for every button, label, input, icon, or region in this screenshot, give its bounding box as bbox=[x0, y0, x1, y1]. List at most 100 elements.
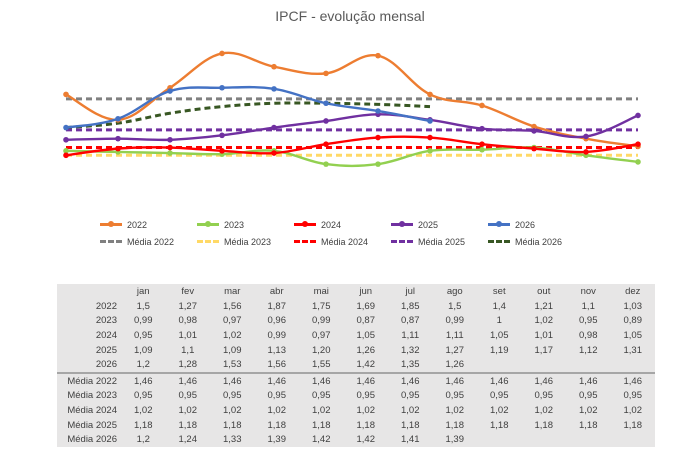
legend-swatch-icon bbox=[391, 221, 413, 227]
table-month-header: out bbox=[537, 286, 551, 297]
table-cell: 1,17 bbox=[534, 344, 554, 356]
legend-marker-icon bbox=[399, 221, 405, 227]
legend-item-2024: 2024 bbox=[294, 220, 391, 230]
legend-label: 2022 bbox=[127, 219, 148, 230]
data-point-2024-mai bbox=[271, 150, 277, 156]
table-row-label: Média 2022 bbox=[57, 371, 121, 389]
data-point-2024-jun bbox=[323, 141, 329, 147]
table-cell: 0,95 bbox=[401, 390, 420, 402]
table-cell: 0,97 bbox=[312, 329, 331, 341]
data-point-2022-jun bbox=[323, 70, 329, 77]
table-cell: 0,89 bbox=[623, 315, 643, 327]
legend-swatch-icon bbox=[391, 240, 413, 243]
legend-item-2023: 2023 bbox=[197, 220, 294, 230]
table-row-label: Média 2025 bbox=[67, 419, 117, 431]
table-cell: 1,02 bbox=[534, 315, 554, 327]
table-row-label: Média 2024 bbox=[67, 404, 117, 416]
table-cell: 1,42 bbox=[312, 434, 331, 446]
table-cell: 1,87 bbox=[267, 300, 287, 312]
table-row-label: 2026 bbox=[95, 359, 117, 371]
table-cell: 1,02 bbox=[445, 404, 465, 416]
legend-item-2025: 2025 bbox=[391, 220, 488, 230]
table-cell: 1,18 bbox=[223, 419, 242, 431]
table-cell: 0,95 bbox=[223, 390, 242, 402]
table-row-label: Média 2026 bbox=[67, 434, 117, 446]
legend-swatch-icon bbox=[294, 240, 316, 243]
table-cell: 1,55 bbox=[312, 359, 331, 371]
table-cell: 1,02 bbox=[623, 404, 643, 416]
data-point-2025-abr bbox=[219, 132, 225, 139]
table-cell: 1,18 bbox=[445, 419, 465, 431]
table-cell: 1,02 bbox=[267, 404, 287, 416]
table-cell: 1,21 bbox=[534, 300, 554, 312]
table-cell: 0,95 bbox=[579, 390, 598, 402]
table-cell: 0,95 bbox=[579, 315, 598, 327]
table-cell: 1,35 bbox=[401, 359, 420, 371]
legend-item-media-2025: Média 2025 bbox=[391, 237, 488, 247]
table-cell: 0,95 bbox=[534, 390, 554, 402]
table-row: 2023 0,99 0,98 0,97 0,96 0,99 0,87 0,87 0,99 1 1,0… bbox=[57, 314, 655, 329]
data-point-2024-jan bbox=[63, 152, 69, 159]
legend-label: Média 2026 bbox=[515, 236, 563, 247]
table-cell: 1,18 bbox=[356, 419, 376, 431]
legend-label: 2024 bbox=[321, 219, 342, 230]
table-cell: 1,69 bbox=[356, 300, 376, 312]
table-cell: 1,02 bbox=[312, 404, 331, 416]
legend-item-media-2023: Média 2023 bbox=[197, 237, 294, 247]
table-row-label: 2022 bbox=[95, 300, 117, 312]
table-cell: 1,75 bbox=[312, 300, 331, 312]
data-point-2024-mar bbox=[167, 144, 173, 151]
data-point-2023-mar bbox=[167, 150, 173, 156]
table-cell: 1,01 bbox=[178, 329, 198, 341]
table-cell: 1,2 bbox=[136, 359, 150, 371]
line-chart bbox=[63, 50, 641, 168]
data-point-2022-jul bbox=[375, 52, 381, 59]
table-cell: 1,1 bbox=[581, 300, 595, 312]
table-cell bbox=[566, 357, 611, 373]
legend-swatch-icon bbox=[197, 221, 219, 227]
table-cell: 1,12 bbox=[579, 344, 598, 356]
table-cell: 0,97 bbox=[223, 315, 242, 327]
table-row: 2025 1,09 1,1 1,09 1,13 1,20 1,26 1,32 1,27 1,19 1… bbox=[57, 343, 655, 358]
table-cell: 1,31 bbox=[623, 344, 643, 356]
table-cell: 0,95 bbox=[445, 390, 465, 402]
table-cell bbox=[611, 357, 656, 373]
data-point-2025-jan bbox=[63, 136, 69, 143]
table-cell: 1,11 bbox=[445, 329, 464, 341]
table-cell: 1,46 bbox=[121, 371, 166, 389]
legend-marker-icon bbox=[108, 221, 114, 227]
table-cell bbox=[522, 357, 567, 373]
table-cell: 1,02 bbox=[223, 404, 242, 416]
table-cell: 1,18 bbox=[312, 419, 331, 431]
table-cell bbox=[566, 432, 611, 447]
legend-swatch-icon bbox=[100, 240, 122, 243]
table-cell bbox=[477, 432, 522, 447]
legend-row: Média 2022 Média 2023 Média 2024 Média 2025… bbox=[100, 233, 620, 250]
data-point-2026-jan bbox=[63, 124, 69, 131]
table-cell: 0,96 bbox=[267, 315, 287, 327]
data-point-2026-ago bbox=[427, 118, 433, 124]
table-cell: 0,87 bbox=[401, 315, 420, 327]
table-cell: 0,95 bbox=[134, 390, 153, 402]
table-row: 2022 1,5 1,27 1,56 1,87 1,75 1,69 1,85 1,5 1,4 1,2… bbox=[57, 299, 655, 314]
table-cell: 1,18 bbox=[579, 419, 598, 431]
table-row: Média 2025 1,18 1,18 1,18 1,18 1,18 1,18 1,18 1,… bbox=[57, 418, 655, 433]
table-cell bbox=[522, 432, 567, 447]
table-cell: 1,26 bbox=[356, 344, 376, 356]
data-point-2026-jul bbox=[375, 108, 381, 114]
legend-item-2026: 2026 bbox=[488, 220, 585, 230]
data-point-2023-jun bbox=[323, 161, 329, 167]
table-cell: 1,5 bbox=[136, 300, 150, 312]
table-cell: 1,18 bbox=[267, 419, 287, 431]
data-point-2023-set bbox=[479, 146, 485, 153]
table-cell: 1,2 bbox=[136, 434, 150, 446]
table-cell: 0,95 bbox=[312, 390, 331, 402]
table-cell: 1,02 bbox=[534, 404, 554, 416]
table-cell: 1,4 bbox=[492, 300, 506, 312]
table-cell: 1,09 bbox=[134, 344, 153, 356]
legend-item-2022: 2022 bbox=[100, 220, 197, 230]
table-cell: 1,03 bbox=[623, 300, 643, 312]
data-point-2024-jul bbox=[375, 134, 381, 141]
legend-label: 2026 bbox=[515, 219, 536, 230]
legend-item-media-2022: Média 2022 bbox=[100, 237, 197, 247]
